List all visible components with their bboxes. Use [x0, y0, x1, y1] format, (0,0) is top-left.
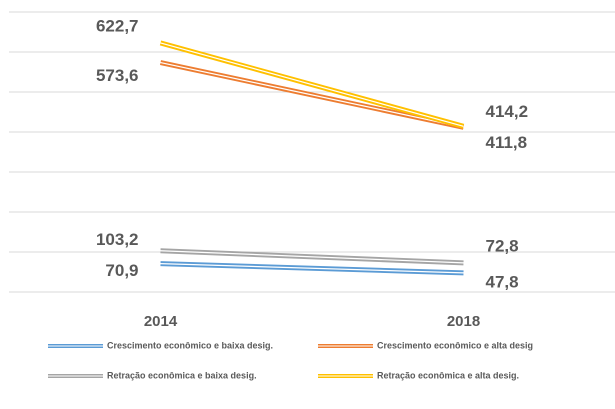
data-label: 70,9 — [105, 261, 138, 280]
data-label: 72,8 — [486, 236, 519, 255]
legend-label: Crescimento econômico e alta desig — [377, 340, 533, 350]
legend-label: Retração econômica e alta desig. — [377, 370, 519, 380]
series-line-inner — [160, 263, 464, 274]
data-label: 573,6 — [96, 66, 139, 85]
data-label: 411,8 — [486, 133, 528, 152]
x-tick-label: 2018 — [447, 313, 480, 330]
data-label: 414,2 — [486, 102, 529, 121]
data-label: 103,2 — [96, 230, 139, 249]
x-tick-label: 2014 — [144, 313, 178, 330]
data-label: 47,8 — [486, 272, 519, 291]
legend-label: Retração econômica e baixa desig. — [107, 370, 257, 380]
series-line-inner — [160, 42, 464, 127]
data-label: 622,7 — [96, 16, 139, 35]
series-line-inner — [160, 61, 464, 128]
series-line-inner — [160, 250, 464, 264]
legend-label: Crescimento econômico e baixa desig. — [107, 340, 273, 350]
